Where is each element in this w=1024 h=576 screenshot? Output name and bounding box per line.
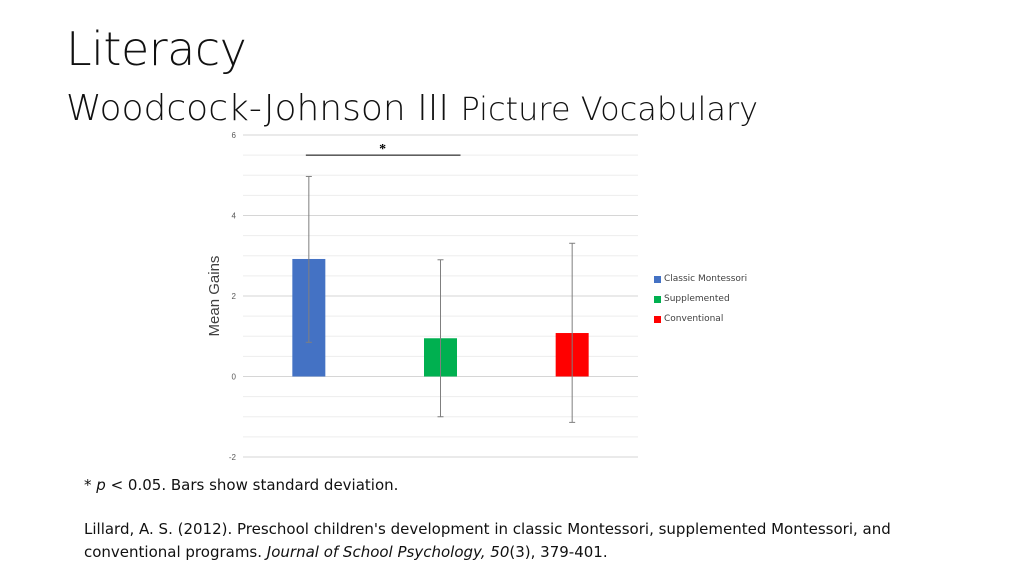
citation-issue-pages: (3), 379-401.: [509, 543, 608, 561]
y-tick-label: 2: [232, 292, 237, 301]
legend-label-supplemented: Supplemented: [664, 294, 730, 304]
y-tick-label: -2: [229, 453, 237, 462]
footnote-star: *: [84, 476, 92, 494]
subtitle-subtest-name: Picture Vocabulary: [460, 90, 759, 128]
citation-text: Lillard, A. S. (2012). Preschool childre…: [84, 520, 891, 561]
footnote-p: p: [96, 476, 106, 494]
y-tick-label: 6: [232, 131, 237, 140]
legend-label-conventional: Conventional: [664, 314, 724, 324]
y-tick-label: 0: [232, 373, 237, 382]
significance-footnote: * p < 0.05. Bars show standard deviation…: [84, 476, 398, 494]
legend-swatch-conventional: [654, 315, 661, 323]
legend-swatch-supplemented: [654, 295, 661, 303]
significance-star: *: [379, 142, 386, 157]
slide-subtitle: Woodcock-Johnson III Picture Vocabulary: [66, 88, 758, 129]
subtitle-test-name: Woodcock-Johnson III: [66, 88, 450, 129]
legend-item-conventional: Conventional: [654, 309, 747, 329]
legend-item-supplemented: Supplemented: [654, 289, 747, 309]
citation: Lillard, A. S. (2012). Preschool childre…: [84, 518, 964, 564]
y-axis-label: Mean Gains: [206, 256, 223, 337]
legend-label-classic: Classic Montessori: [664, 274, 748, 284]
y-tick-label: 4: [232, 212, 237, 221]
citation-journal: Journal of School Psychology, 50: [266, 543, 510, 561]
footnote-text: < 0.05. Bars show standard deviation.: [110, 476, 399, 494]
slide-title: Literacy: [66, 22, 247, 76]
legend-swatch-classic: [654, 275, 661, 283]
chart-legend: Classic Montessori Supplemented Conventi…: [654, 269, 747, 329]
legend-item-classic: Classic Montessori: [654, 269, 747, 289]
